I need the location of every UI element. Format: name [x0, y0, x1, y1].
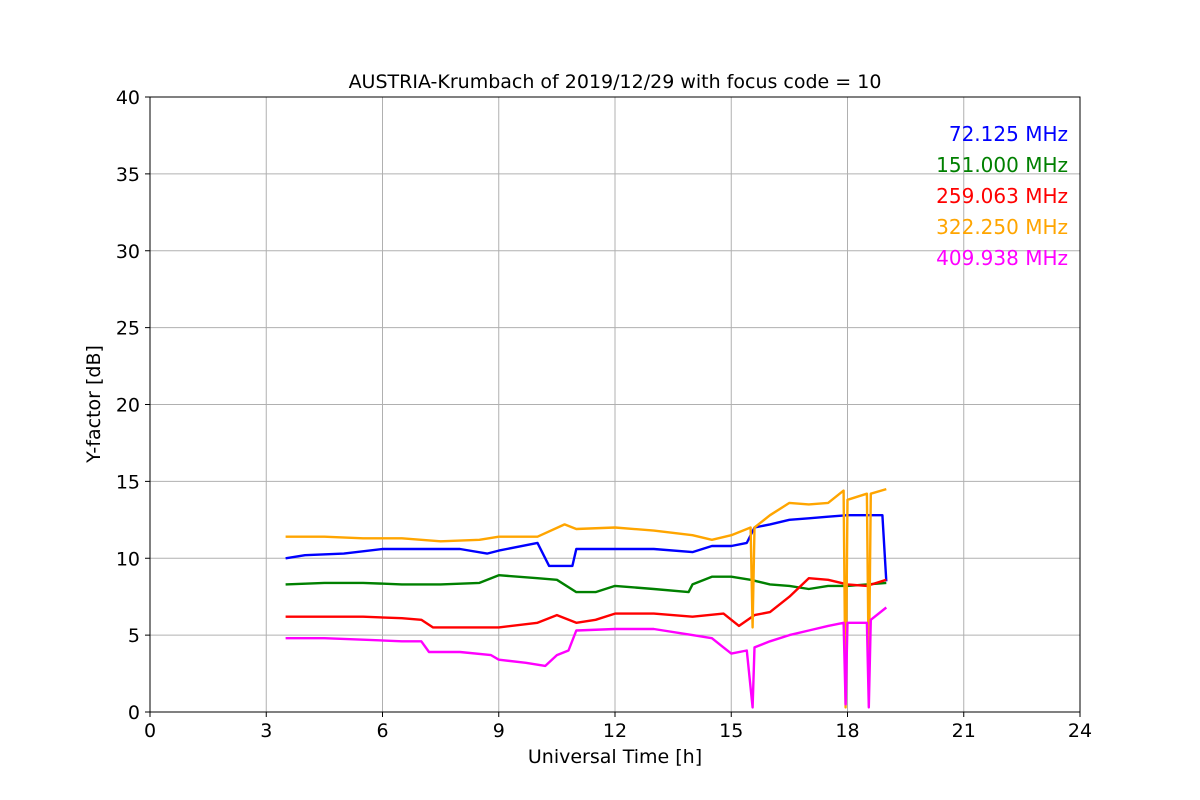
legend-entry: 72.125 MHz — [949, 122, 1068, 146]
y-tick-label: 35 — [116, 164, 140, 186]
x-tick-label: 0 — [144, 720, 156, 742]
y-tick-label: 15 — [116, 471, 140, 493]
x-tick-label: 3 — [260, 720, 272, 742]
x-tick-label: 18 — [835, 720, 859, 742]
y-tick-label: 10 — [116, 548, 140, 570]
series-line-1 — [285, 574, 887, 594]
y-tick-label: 0 — [128, 702, 140, 724]
x-tick-label: 6 — [376, 720, 388, 742]
x-tick-label: 21 — [952, 720, 976, 742]
y-tick-label: 40 — [116, 87, 140, 109]
y-tick-label: 30 — [116, 241, 140, 263]
x-tick-label: 24 — [1068, 720, 1092, 742]
legend-entry: 322.250 MHz — [936, 215, 1068, 239]
plot-series — [285, 487, 888, 709]
chart-title: AUSTRIA-Krumbach of 2019/12/29 with focu… — [349, 71, 882, 93]
y-tick-label: 5 — [128, 625, 140, 647]
x-axis-label: Universal Time [h] — [528, 746, 702, 768]
series-line-4 — [285, 606, 888, 709]
y-tick-label: 20 — [116, 395, 140, 417]
legend-entry: 259.063 MHz — [936, 184, 1068, 208]
y-tick-label: 25 — [116, 318, 140, 340]
series-line-0 — [285, 514, 888, 582]
x-tick-label: 15 — [719, 720, 743, 742]
legend: 72.125 MHz 151.000 MHz 259.063 MHz 322.250 … — [936, 122, 1068, 270]
axis-ticks: 0 3 6 9 12 15 18 21 24 0 5 10 15 20 25 30 35 40 — [116, 87, 1092, 742]
x-tick-label: 9 — [493, 720, 505, 742]
x-tick-label: 12 — [603, 720, 627, 742]
y-axis-label: Y-factor [dB] — [83, 345, 105, 464]
legend-entry: 151.000 MHz — [936, 153, 1068, 177]
legend-entry: 409.938 MHz — [936, 246, 1068, 270]
series-line-2 — [285, 577, 887, 629]
